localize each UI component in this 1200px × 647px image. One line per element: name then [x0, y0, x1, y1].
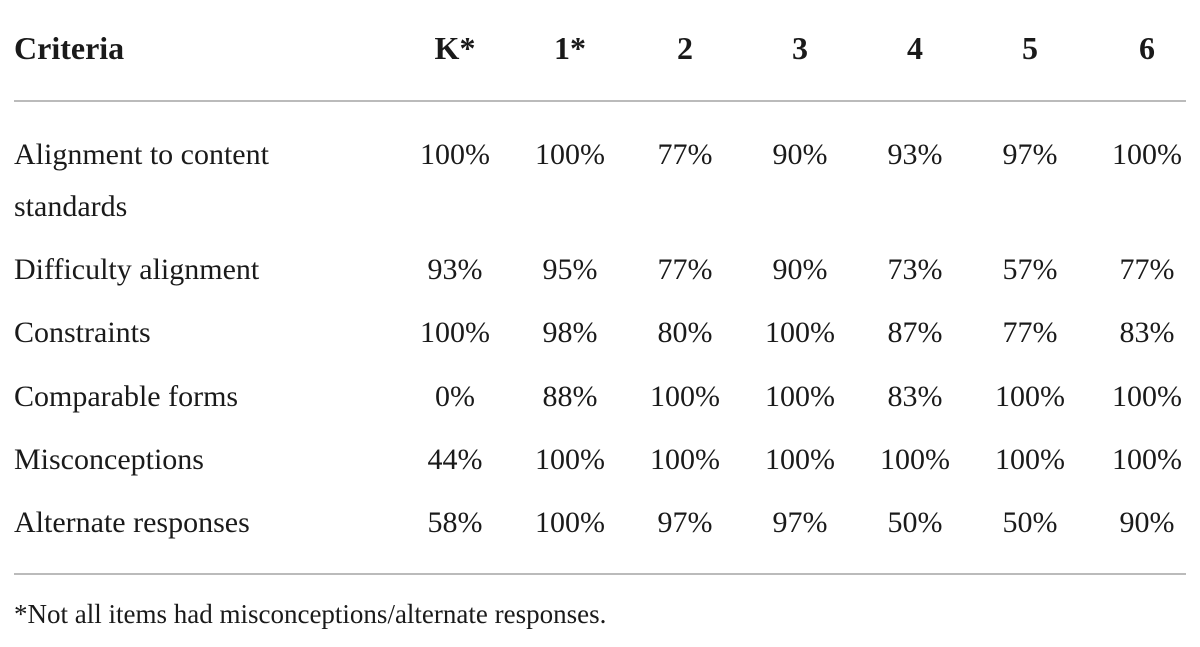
- header-rule: [14, 100, 1186, 102]
- value-cell: 97%: [1002, 138, 1058, 171]
- value-cell: 100%: [995, 380, 1065, 413]
- header-cell: 3: [792, 30, 808, 66]
- value-cell: 100%: [1112, 443, 1182, 476]
- bottom-rule: [14, 573, 1186, 575]
- value-cell: 90%: [772, 138, 828, 171]
- value-cell: 98%: [542, 316, 598, 349]
- value-cell: 95%: [542, 253, 598, 286]
- criteria-cell: Alignment to content standards: [14, 138, 269, 223]
- value-cell: 97%: [772, 506, 828, 539]
- value-cell: 100%: [765, 380, 835, 413]
- value-cell: 90%: [772, 253, 828, 286]
- value-cell: 100%: [420, 138, 490, 171]
- value-cell: 50%: [1002, 506, 1058, 539]
- value-cell: 100%: [535, 506, 605, 539]
- value-cell: 77%: [1119, 253, 1175, 286]
- value-cell: 100%: [765, 443, 835, 476]
- value-cell: 97%: [657, 506, 713, 539]
- header-cell: 4: [907, 30, 923, 66]
- value-cell: 100%: [420, 316, 490, 349]
- value-cell: 77%: [657, 253, 713, 286]
- criteria-cell: Alternate responses: [14, 506, 250, 539]
- value-cell: 90%: [1119, 506, 1175, 539]
- value-cell: 93%: [427, 253, 483, 286]
- header-cell: 5: [1022, 30, 1038, 66]
- value-cell: 100%: [535, 138, 605, 171]
- criteria-cell: Misconceptions: [14, 443, 204, 476]
- value-cell: 88%: [542, 380, 598, 413]
- value-cell: 0%: [435, 380, 475, 413]
- value-cell: 83%: [887, 380, 943, 413]
- value-cell: 100%: [650, 380, 720, 413]
- value-cell: 100%: [1112, 380, 1182, 413]
- value-cell: 100%: [535, 443, 605, 476]
- value-cell: 100%: [995, 443, 1065, 476]
- header-cell: Criteria: [14, 30, 125, 66]
- criteria-cell: Comparable forms: [14, 380, 239, 413]
- value-cell: 100%: [765, 316, 835, 349]
- value-cell: 83%: [1119, 316, 1175, 349]
- value-cell: 100%: [880, 443, 950, 476]
- header-cell: 2: [677, 30, 693, 66]
- value-cell: 87%: [887, 316, 943, 349]
- value-cell: 77%: [657, 138, 713, 171]
- value-cell: 77%: [1002, 316, 1058, 349]
- criteria-cell: Difficulty alignment: [14, 253, 260, 286]
- value-cell: 50%: [887, 506, 943, 539]
- value-cell: 80%: [657, 316, 713, 349]
- value-cell: 100%: [1112, 138, 1182, 171]
- value-cell: 73%: [887, 253, 943, 286]
- value-cell: 58%: [427, 506, 483, 539]
- value-cell: 93%: [887, 138, 943, 171]
- header-cell: 1*: [554, 30, 586, 66]
- value-cell: 100%: [650, 443, 720, 476]
- footnote: *Not all items had misconceptions/altern…: [14, 599, 607, 629]
- value-cell: 57%: [1002, 253, 1058, 286]
- header-cell: K*: [434, 30, 476, 66]
- criteria-cell: Constraints: [14, 316, 151, 349]
- value-cell: 44%: [427, 443, 483, 476]
- header-cell: 6: [1139, 30, 1155, 66]
